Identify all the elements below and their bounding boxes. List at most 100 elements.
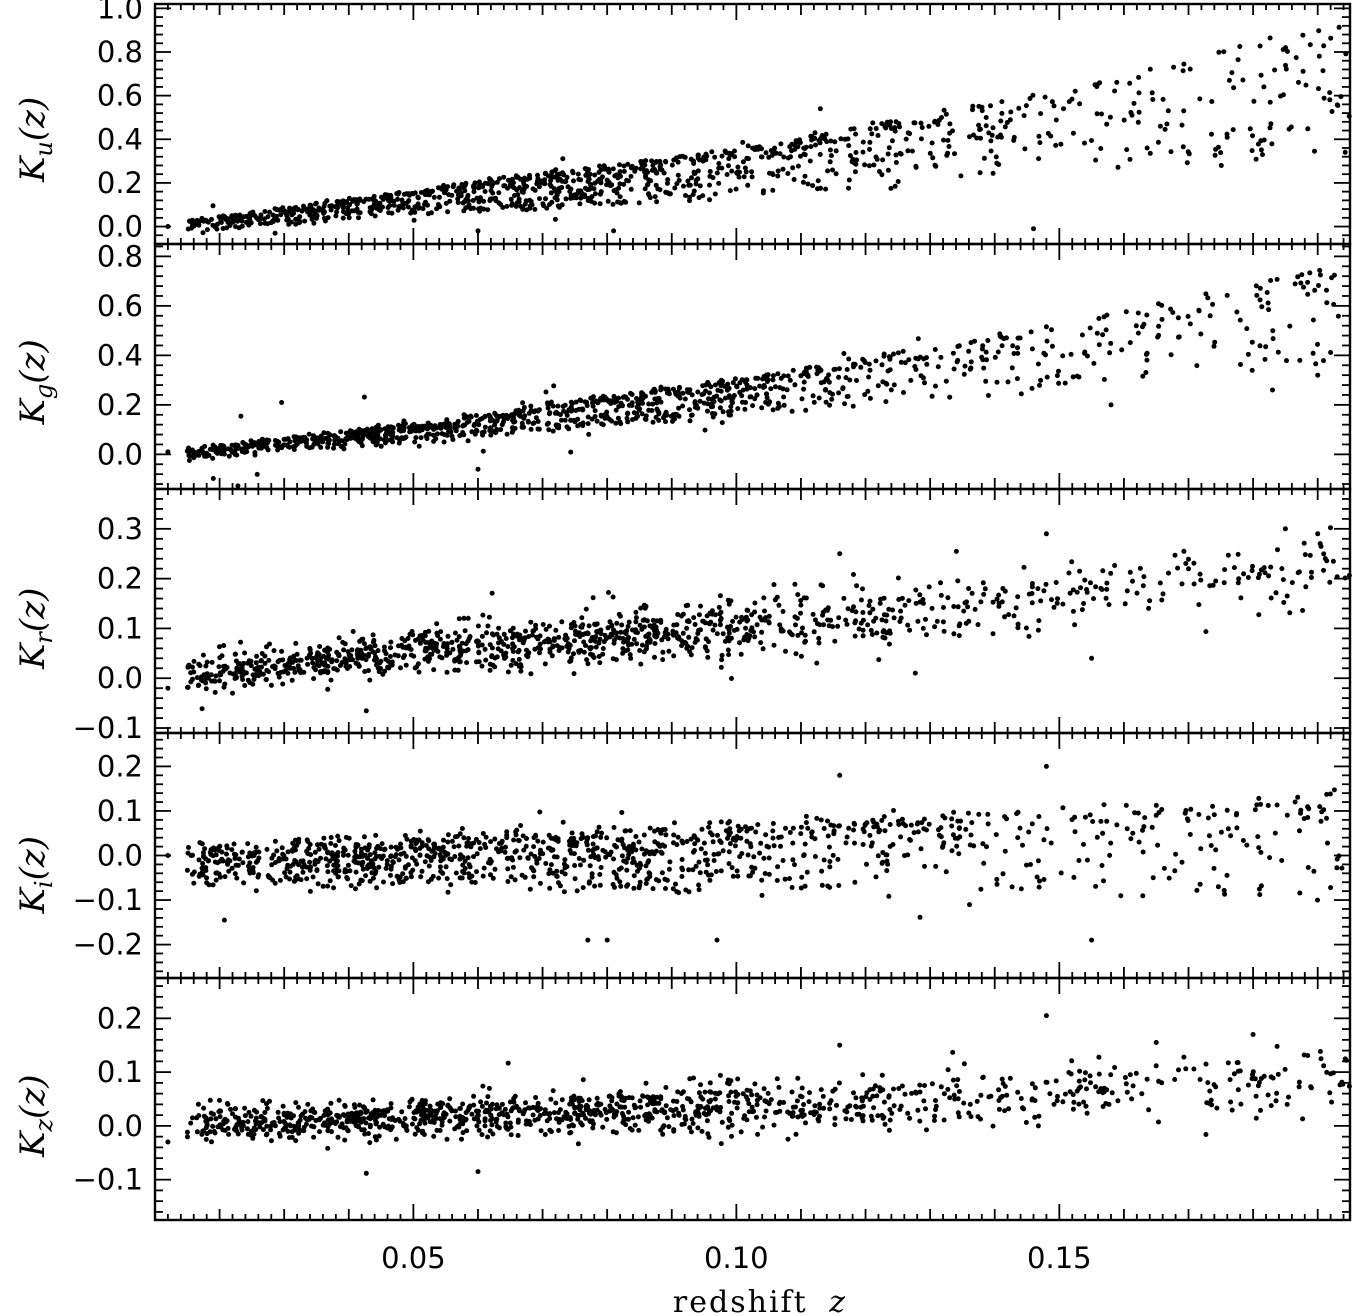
data-point (893, 152, 899, 158)
data-point (229, 847, 235, 853)
data-point (1168, 149, 1174, 155)
data-point (571, 178, 576, 184)
data-point (1101, 802, 1107, 808)
data-point (1078, 585, 1083, 591)
data-point (1112, 563, 1118, 568)
data-point (498, 639, 504, 645)
data-point (1108, 570, 1114, 576)
data-point (580, 622, 586, 628)
data-point (722, 383, 728, 389)
data-point (738, 835, 744, 841)
data-point (719, 652, 725, 658)
data-point (618, 173, 623, 179)
data-point (328, 207, 334, 213)
data-point (1181, 108, 1187, 114)
data-point (345, 852, 351, 858)
data-point (686, 634, 692, 640)
data-point (717, 397, 723, 403)
data-point (1281, 600, 1287, 605)
data-point (327, 878, 333, 884)
data-point (434, 630, 440, 636)
data-point (1316, 28, 1322, 34)
data-point (969, 590, 975, 596)
data-point (445, 209, 451, 215)
data-point (1218, 163, 1224, 168)
data-point (639, 642, 645, 648)
data-point (508, 874, 514, 880)
data-point (755, 822, 761, 828)
data-point (1244, 326, 1250, 332)
data-point (597, 163, 602, 169)
data-point (233, 651, 238, 657)
data-point (1320, 68, 1326, 74)
data-point (335, 437, 341, 443)
data-point (1318, 818, 1324, 824)
data-point (817, 106, 823, 112)
y-tick-label: 0.8 (97, 239, 143, 273)
data-point (829, 396, 835, 402)
data-point (759, 154, 765, 160)
data-point (338, 429, 344, 435)
data-point (370, 649, 376, 655)
data-point (471, 854, 476, 860)
data-point (817, 136, 823, 142)
data-point (305, 851, 311, 857)
data-point (1334, 574, 1340, 580)
data-point (270, 219, 276, 225)
data-point (489, 196, 495, 202)
data-point (523, 628, 528, 634)
data-point (918, 120, 924, 126)
data-point (999, 343, 1005, 349)
data-point (977, 126, 983, 132)
data-point (490, 190, 496, 196)
data-point (811, 629, 817, 635)
data-point (978, 135, 983, 141)
data-point (1122, 601, 1128, 607)
data-point (1053, 142, 1059, 148)
data-point (1079, 332, 1085, 338)
data-point (995, 349, 1001, 355)
y-tick-label: 0.0 (97, 437, 143, 471)
data-point (1257, 297, 1263, 303)
data-point (1077, 101, 1083, 107)
data-point (1121, 117, 1127, 123)
data-point (203, 686, 209, 692)
y-tick-label: −0.2 (73, 928, 143, 962)
data-point (1100, 830, 1106, 836)
data-point (886, 606, 892, 612)
data-point (968, 832, 974, 838)
data-point (640, 400, 646, 406)
data-point (1224, 872, 1230, 878)
data-point (1018, 391, 1024, 397)
data-point (760, 646, 766, 652)
data-point (638, 166, 644, 172)
data-point (474, 638, 480, 644)
data-point (770, 377, 776, 383)
data-point (1087, 325, 1093, 331)
data-point (1168, 306, 1174, 312)
data-point (841, 351, 847, 356)
data-point (1212, 152, 1218, 158)
data-point (1147, 150, 1153, 156)
data-point (880, 379, 886, 385)
data-point (873, 615, 879, 621)
data-point (336, 441, 341, 447)
y-title-sub: r (30, 631, 58, 644)
data-point (709, 611, 715, 617)
data-point (719, 165, 725, 171)
data-point (578, 421, 583, 427)
data-point (757, 383, 763, 389)
data-point (505, 185, 510, 191)
data-point (247, 680, 253, 686)
data-point (1209, 131, 1214, 137)
data-point (1011, 137, 1017, 143)
data-point (413, 425, 419, 431)
data-point (402, 865, 408, 871)
data-point (444, 669, 450, 675)
data-point (399, 197, 405, 203)
data-point (218, 445, 224, 451)
data-point (817, 368, 823, 374)
data-point (378, 666, 384, 671)
data-point (525, 419, 531, 425)
data-point (280, 657, 286, 663)
